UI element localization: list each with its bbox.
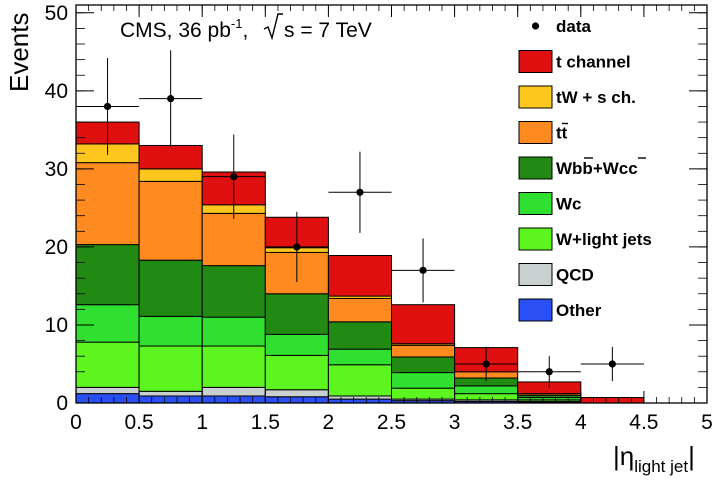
x-axis-title: |ηlight jet| (613, 441, 695, 476)
bar-qcd-bin-2 (201, 386, 266, 397)
bar-wbb-wcc-bin-1 (138, 259, 203, 317)
legend-swatch-wc (518, 192, 553, 215)
bar-ttbar-bin-2 (201, 212, 266, 267)
bar-qcd-bin-1 (138, 390, 203, 397)
legend-label-ttbar: tt (556, 124, 568, 143)
bar-other-bin-3 (264, 396, 329, 404)
x-tick-label: 3.5 (503, 411, 532, 434)
legend-label-tw-s-ch-: tW + s ch. (556, 88, 636, 107)
svg-text:CMS, 36 pb-1,: CMS, 36 pb-1, (120, 16, 248, 42)
x-tick-label: 1.5 (251, 411, 280, 434)
bar-other-bin-1 (138, 395, 203, 404)
legend: data t channel tW + s ch. tt Wbb+Wcc Wc W+ligh… (518, 17, 652, 322)
bar-wc-bin-2 (201, 316, 266, 347)
bar-ttbar-bin-5 (391, 344, 456, 358)
bar-w-light-jets-bin-2 (201, 345, 266, 388)
x-tick-label: 4.5 (629, 411, 658, 434)
data-point (293, 243, 301, 251)
data-point (230, 173, 238, 181)
x-tick-label: 0 (70, 411, 82, 434)
bar-w-light-jets-bin-5 (391, 387, 456, 400)
legend-marker-data (531, 22, 540, 30)
data-point (167, 95, 175, 103)
bar-wbb-wcc-bin-4 (327, 321, 392, 350)
bar-wc-bin-1 (138, 315, 203, 347)
legend-label-t-channel: t channel (556, 53, 631, 72)
y-axis-title: Events (4, 13, 34, 93)
x-tick-label: 2.5 (377, 411, 406, 434)
data-point (608, 360, 616, 368)
data-point (482, 360, 490, 368)
legend-label-other: Other (556, 301, 602, 320)
y-tick-label: 10 (45, 314, 68, 337)
sqrt-sign (263, 13, 283, 41)
bar-wbb-wcc-bin-3 (264, 293, 329, 335)
bar-ttbar-bin-1 (138, 180, 203, 261)
bar-t-channel-bin-8 (580, 397, 645, 404)
bar-w-light-jets-bin-4 (327, 364, 392, 397)
bar-other-bin-2 (201, 395, 266, 404)
bar-qcd-bin-3 (264, 389, 329, 398)
x-tick-label: 2 (323, 411, 335, 434)
y-tick-label: 30 (45, 158, 68, 181)
legend-label-data: data (556, 17, 592, 36)
bar-w-light-jets-bin-1 (138, 345, 203, 392)
y-tick-label: 20 (45, 236, 68, 259)
y-tick-label: 40 (45, 80, 68, 103)
legend-label-wbb-wcc: Wbb+Wcc (556, 159, 638, 178)
data-points (76, 50, 644, 388)
data-point (356, 188, 364, 196)
bar-wbb-wcc-bin-0 (75, 244, 140, 306)
data-point (545, 368, 553, 376)
x-tick-label: 1 (196, 411, 208, 434)
legend-swatch-other (518, 298, 553, 322)
bar-t-channel-bin-1 (138, 144, 203, 170)
bar-qcd-bin-0 (75, 386, 140, 395)
bar-tw-s-ch--bin-1 (138, 168, 203, 182)
x-tick-label: 4 (575, 411, 587, 434)
x-tick-label: 0.5 (124, 411, 153, 434)
bar-t-channel-bin-5 (391, 304, 456, 345)
legend-swatch-wbb-wcc (518, 156, 553, 180)
y-tick-label: 0 (56, 392, 68, 415)
legend-swatch-t-channel (518, 50, 553, 73)
bar-ttbar-bin-4 (327, 297, 392, 323)
cms-label: CMS, 36 pb-1, s = 7 TeV (120, 13, 372, 42)
bar-wc-bin-6 (454, 385, 519, 395)
bar-wc-bin-0 (75, 304, 140, 343)
legend-swatch-w-light-jets (518, 227, 553, 251)
y-tick-label: 50 (45, 2, 68, 25)
bar-wc-bin-4 (327, 348, 392, 366)
bar-other-bin-0 (75, 393, 140, 404)
bar-w-light-jets-bin-0 (75, 341, 140, 388)
bar-w-light-jets-bin-6 (454, 393, 519, 401)
legend-swatch-ttbar (518, 121, 553, 144)
x-tick-label: 5 (701, 411, 713, 434)
bar-t-channel-bin-4 (327, 255, 392, 297)
bar-w-light-jets-bin-3 (264, 354, 329, 391)
bar-wbb-wcc-bin-2 (201, 265, 266, 318)
stacked-bars (75, 121, 645, 404)
svg-text:|ηlight jet|: |ηlight jet| (613, 441, 695, 476)
legend-swatch-qcd (518, 263, 553, 286)
bar-wbb-wcc-bin-5 (391, 356, 456, 374)
legend-label-w-light-jets: W+light jets (556, 230, 652, 249)
data-point (419, 266, 427, 274)
bar-wc-bin-5 (391, 372, 456, 389)
legend-label-wc: Wc (556, 195, 582, 214)
bar-wc-bin-3 (264, 333, 329, 356)
legend-swatch-tw-s-ch- (518, 85, 553, 109)
bar-ttbar-bin-0 (75, 162, 140, 246)
x-tick-label: 3 (449, 411, 461, 434)
svg-text:s = 7 TeV: s = 7 TeV (284, 19, 372, 42)
legend-label-qcd: QCD (556, 266, 594, 285)
data-point (103, 102, 112, 111)
